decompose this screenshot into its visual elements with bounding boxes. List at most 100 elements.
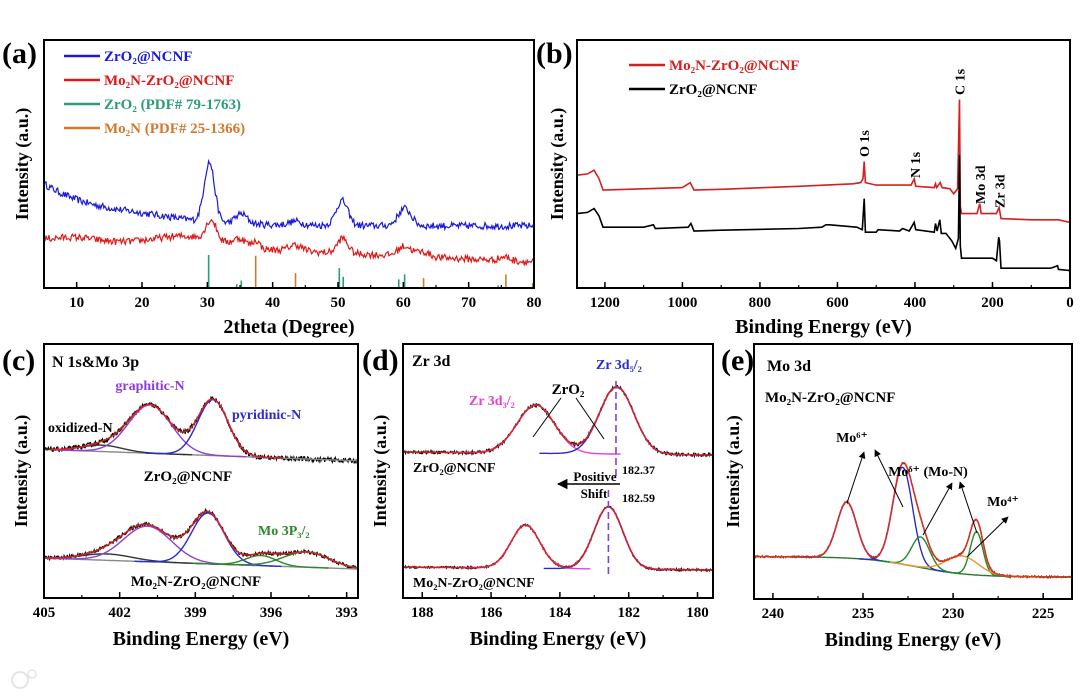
x-tick-label: 600 — [826, 295, 849, 311]
panel-a: 10 20 30 40 50 60 70 80 2theta (Degree) Intensity… — [2, 37, 542, 338]
panel-label: (a) — [2, 37, 37, 70]
panel-label: (e) — [721, 344, 754, 377]
x-tick-label: 200 — [981, 295, 1004, 311]
legend-label: ZrO₂ (PDF# 79-1763) — [104, 97, 241, 113]
panel-label: (b) — [536, 37, 573, 70]
series-mo-n-zro-ncnf-raw-data — [44, 218, 534, 267]
plot-frame — [43, 343, 359, 599]
annotation-title: Mo 3d — [767, 358, 811, 375]
x-axis-label: Binding Energy (eV) — [470, 628, 647, 650]
component-mo6- — [858, 466, 947, 573]
x-axis-label: Binding Energy (eV) — [113, 628, 290, 650]
x-tick-label: 1000 — [667, 295, 697, 311]
component-mo-mo-n- — [948, 530, 1005, 577]
annotation-modelta: Moᵟ⁺ (Mo-N) — [888, 465, 968, 480]
x-tick-label: 10 — [69, 295, 84, 311]
series-mo-n-zro-ncnf-fit — [403, 506, 713, 571]
pointer-arrow — [958, 481, 978, 534]
background-line — [754, 556, 1072, 578]
annotation-mo3p: Mo 3P₃/₂ — [258, 524, 310, 539]
x-tick-label: 405 — [33, 605, 56, 621]
x-axis-label: Binding Energy (eV) — [825, 629, 1002, 651]
component-mo6- — [802, 501, 892, 564]
x-tick-label: 180 — [686, 605, 709, 621]
annotation-sample: Mo₂N-ZrO₂@NCNF — [765, 390, 895, 406]
peak-label-o1s: O 1s — [858, 130, 873, 157]
pointer-line — [575, 397, 605, 440]
x-tick-label: 184 — [549, 605, 572, 621]
x-tick-label: 50 — [331, 295, 346, 311]
x-axis-label: Binding Energy (eV) — [735, 316, 912, 338]
x-tick-label: 186 — [480, 605, 503, 621]
x-tick-label: 800 — [749, 295, 772, 311]
peak-label-mo3d: Mo 3d — [974, 165, 989, 204]
x-tick-label: 402 — [108, 605, 131, 621]
series-mo-n-zro-ncnf-raw-data — [403, 505, 713, 573]
plot-frame — [402, 343, 714, 599]
legend-label: Mo₂N (PDF# 25-1366) — [104, 121, 245, 137]
pointer-arrow — [846, 451, 866, 504]
annotation-v2: 182.59 — [622, 491, 655, 505]
annotation-sample2: Mo₂N-ZrO₂@NCNF — [413, 576, 535, 591]
x-tick-label: 80 — [527, 295, 542, 311]
watermark-logo — [11, 669, 37, 689]
annotation-shift: Shift — [581, 486, 608, 501]
panel-b: 1200 1000 800 600 400 200 0 Binding Energy (eV)… — [536, 37, 1074, 338]
annotation-zr52: Zr 3d₅/₂ — [596, 358, 642, 373]
x-tick-label: 240 — [762, 606, 785, 622]
series-mo-n-zro-ncnf-line — [577, 99, 1070, 224]
annotation-zro2: ZrO₂ — [552, 382, 585, 398]
annotation-zr32: Zr 3d₃/₂ — [469, 394, 515, 409]
plot-frame — [753, 343, 1073, 600]
legend-label: Mo₂N-ZrO₂@NCNF — [104, 73, 234, 89]
peak-label-c1s: C 1s — [954, 68, 969, 95]
x-tick-label: 396 — [260, 605, 283, 621]
x-tick-label: 230 — [942, 606, 965, 622]
series-zro-ncnf-line — [577, 155, 1070, 272]
series-zro-ncnf-fit — [403, 385, 713, 456]
x-tick-label: 393 — [335, 605, 358, 621]
y-axis-label: Intensity (a.u.) — [11, 415, 32, 528]
x-tick-label: 235 — [852, 606, 875, 622]
legend-label: ZrO₂@NCNF — [669, 82, 757, 98]
y-axis-label: Intensity (a.u.) — [723, 415, 744, 528]
plot-area — [44, 396, 358, 570]
legend-label: ZrO₂@NCNF — [104, 49, 192, 65]
background-line — [44, 448, 358, 462]
peak-label-zr3d: Zr 3d — [993, 174, 1008, 208]
annotation-title: N 1s&Mo 3p — [52, 354, 139, 371]
pointer-arrow — [922, 482, 953, 536]
y-axis-label: Intensity (a.u.) — [370, 415, 391, 528]
x-tick-label: 40 — [265, 295, 280, 311]
x-tick-label: 20 — [135, 295, 150, 311]
y-axis-label: Intensity (a.u.) — [12, 108, 33, 221]
x-axis-label: 2theta (Degree) — [223, 316, 354, 338]
annotation-graphitic: graphitic-N — [115, 379, 184, 394]
annotation-positive: Positive — [573, 469, 617, 484]
component-zr-3d3-2 — [460, 524, 591, 570]
annotation-v1: 182.37 — [622, 463, 655, 477]
legend-label: Mo₂N-ZrO₂@NCNF — [669, 58, 799, 74]
panel-label: (c) — [2, 344, 35, 377]
plot-area — [577, 99, 1070, 272]
x-tick-label: 400 — [904, 295, 927, 311]
plot-frame — [43, 39, 535, 289]
x-tick-label: 182 — [617, 605, 640, 621]
x-tick-label: 1200 — [590, 295, 620, 311]
component-zr-3d3-2 — [450, 404, 621, 455]
series-zro-ncnf-fit — [49, 398, 284, 459]
series-mo-n-zro-ncnf-fit — [44, 510, 358, 569]
annotation-sample1: ZrO₂@NCNF — [413, 461, 496, 476]
pointer-arrow — [874, 449, 904, 508]
plot-area — [44, 158, 534, 288]
x-tick-label: 0 — [1066, 295, 1074, 311]
series-mo-n-zro-ncnf-fit — [754, 461, 1072, 578]
annotation-sample2: Mo₂N-ZrO₂@NCNF — [131, 574, 261, 590]
plot-frame — [576, 39, 1071, 289]
x-tick-label: 60 — [396, 295, 411, 311]
x-tick-label: 70 — [461, 295, 476, 311]
annotation-mo4: Mo⁴⁺ — [987, 495, 1019, 510]
x-tick-label: 225 — [1032, 606, 1055, 622]
x-tick-label: 188 — [411, 605, 434, 621]
